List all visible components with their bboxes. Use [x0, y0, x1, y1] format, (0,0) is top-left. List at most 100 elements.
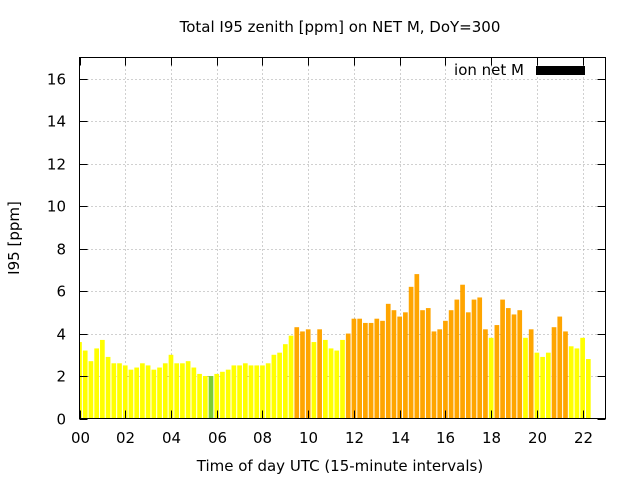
bar [437, 329, 443, 419]
y-tick-label: 6 [56, 283, 66, 301]
y-tick-label: 0 [56, 411, 66, 429]
bar [134, 367, 140, 419]
bar [237, 365, 242, 419]
x-tick-label: 14 [391, 429, 410, 447]
bar [397, 316, 403, 419]
bar [311, 342, 317, 419]
bar [242, 363, 248, 419]
bar [294, 327, 300, 419]
bar [168, 354, 174, 419]
bar [288, 335, 294, 419]
bar [305, 329, 311, 419]
bar [202, 376, 208, 419]
bar [79, 342, 82, 419]
bar [511, 314, 517, 419]
bar [260, 365, 265, 419]
bar [425, 308, 431, 419]
bar [254, 365, 260, 419]
y-tick-label: 16 [47, 71, 66, 89]
bar [111, 363, 117, 419]
bar [282, 344, 288, 419]
bar [265, 363, 271, 419]
bar [185, 361, 191, 419]
y-tick-label: 12 [47, 156, 66, 174]
x-tick-label: 20 [528, 429, 547, 447]
x-tick-label: 18 [482, 429, 501, 447]
bar [545, 352, 551, 419]
bar [385, 303, 391, 419]
bar [454, 299, 460, 419]
legend: ion net M [454, 61, 585, 79]
bar [300, 331, 305, 419]
bar [208, 376, 214, 419]
bar [334, 350, 340, 419]
bar [557, 316, 563, 419]
x-tick-label: 06 [208, 429, 227, 447]
bar [471, 299, 477, 419]
bar [420, 310, 425, 419]
bar [483, 329, 488, 419]
bar [443, 320, 448, 419]
x-tick-label: 02 [116, 429, 135, 447]
ticks-layer [79, 57, 606, 420]
bar [277, 352, 282, 419]
bar [317, 329, 322, 419]
plot-frame [79, 57, 606, 419]
bar [505, 308, 511, 419]
bar [271, 354, 277, 419]
bar [94, 348, 99, 419]
bar [214, 373, 220, 419]
bar [540, 356, 545, 419]
bar [460, 284, 465, 419]
y-axis-label: I95 [ppm] [5, 201, 23, 275]
bar [534, 352, 540, 419]
bar [488, 337, 494, 419]
bar [162, 363, 168, 419]
bar [431, 331, 437, 419]
x-tick-label: 12 [345, 429, 364, 447]
y-tick-label: 10 [47, 198, 66, 216]
bar [174, 363, 180, 419]
bar [180, 363, 185, 419]
bar [357, 318, 362, 419]
y-tick-label: 2 [56, 368, 66, 386]
x-tick-label: 22 [574, 429, 593, 447]
y-tick-label: 4 [56, 326, 66, 344]
bar [151, 369, 157, 419]
bar [448, 310, 454, 419]
bar [122, 365, 128, 419]
bar [580, 337, 585, 419]
bar [500, 299, 505, 419]
bar [328, 348, 334, 419]
x-tick-label: 08 [253, 429, 272, 447]
bar [465, 312, 471, 419]
bar [105, 356, 111, 419]
bar [351, 318, 357, 419]
bar [368, 322, 374, 419]
bar [231, 365, 237, 419]
bar [528, 329, 534, 419]
bar [100, 339, 105, 419]
bar [568, 346, 574, 419]
bar [197, 373, 202, 419]
x-axis-label: Time of day UTC (15-minute intervals) [196, 457, 483, 475]
x-tick-label: 10 [299, 429, 318, 447]
bar [363, 322, 368, 419]
bar [191, 367, 197, 419]
x-tick-label: 00 [71, 429, 90, 447]
bar [323, 339, 328, 419]
bar [140, 363, 145, 419]
bar [551, 327, 557, 419]
bar [117, 363, 122, 419]
bar [403, 312, 408, 419]
bar [586, 359, 591, 419]
bar [391, 310, 397, 419]
bar [374, 318, 380, 419]
bar [248, 365, 254, 419]
bar [82, 350, 88, 419]
x-tick-label: 04 [162, 429, 181, 447]
bar [145, 365, 151, 419]
legend-swatch [536, 66, 585, 75]
